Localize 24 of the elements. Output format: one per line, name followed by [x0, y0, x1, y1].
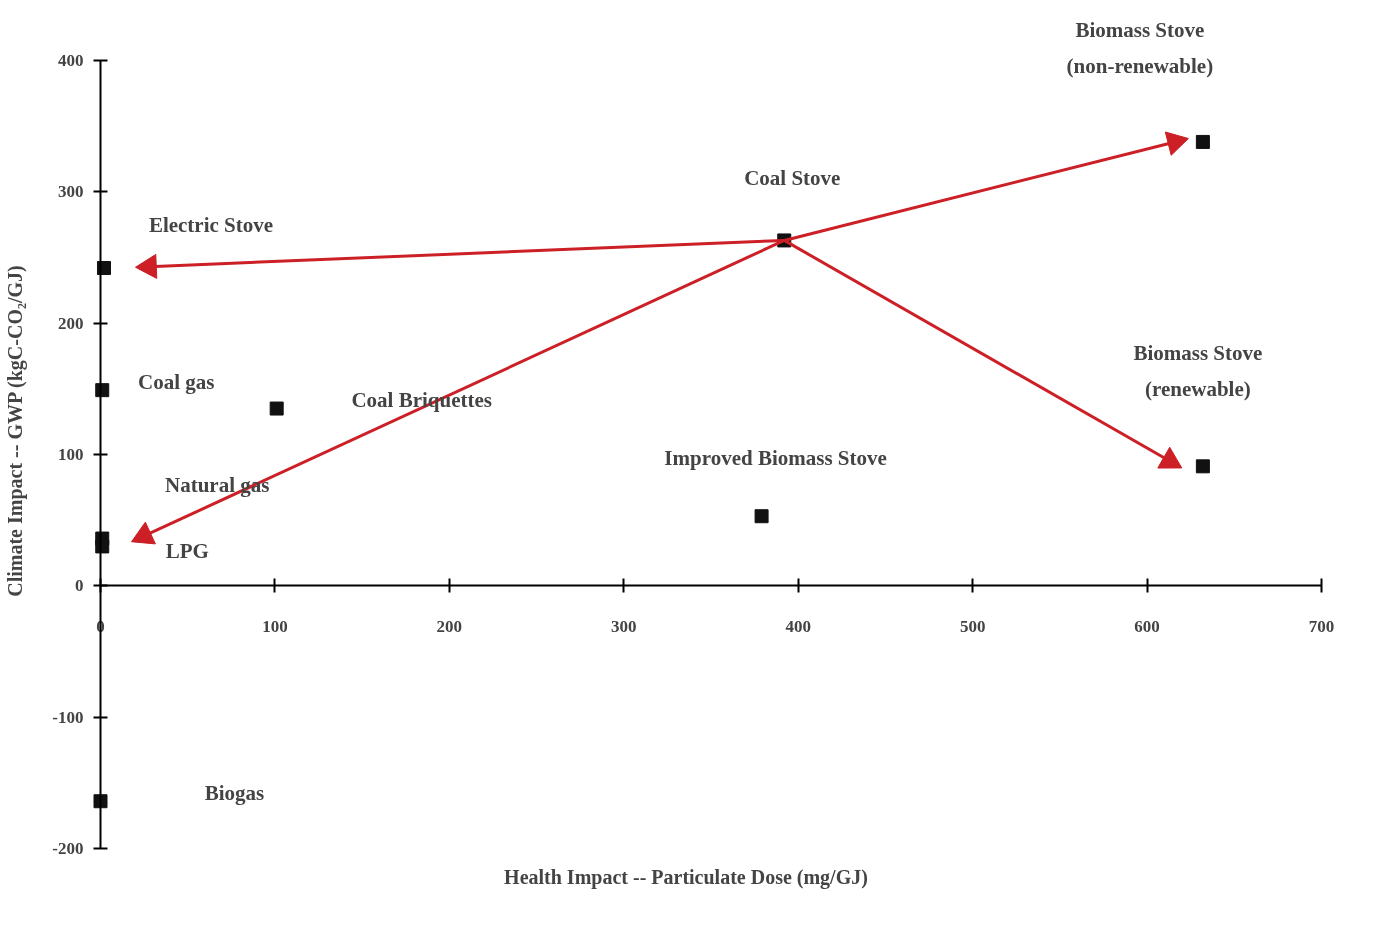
y-tick-label: 300 — [58, 182, 84, 202]
y-tick-label: 100 — [58, 445, 84, 464]
annotation: Biomass Stove (non-renewable) — [1066, 17, 1214, 78]
y-tick-label: -200 — [52, 839, 84, 858]
x-axis-title: Health Impact -- Particulate Dose (mg/GJ) — [504, 865, 868, 889]
y-tick-label: 400 — [58, 51, 84, 70]
annotation: Coal gas — [138, 370, 215, 395]
x-tick-label: 200 — [436, 616, 463, 636]
x-tick-label: 700 — [1308, 616, 1335, 636]
x-tick-label: 400 — [785, 616, 811, 636]
annotation: Electric Stove — [148, 213, 274, 238]
annotation: Biomass Stove (renewable) — [1133, 341, 1263, 402]
y-tick-label: 200 — [58, 313, 84, 333]
annotation: Improved Biomass Stove — [664, 446, 887, 471]
annotation: Biogas — [204, 781, 265, 806]
y-tick-label: 0 — [75, 576, 84, 596]
annotation: LPG — [165, 539, 209, 564]
x-tick-label: 300 — [611, 616, 637, 636]
x-tick-label: 500 — [959, 616, 986, 636]
y-tick-label: -100 — [52, 707, 84, 727]
x-tick-label: 600 — [1134, 616, 1160, 636]
y-axis-title: Climate Impact -- GWP (kgC-CO₂/GJ) — [3, 265, 27, 597]
x-tick-label: 100 — [262, 616, 288, 636]
annotation: Coal Stove — [744, 166, 841, 191]
